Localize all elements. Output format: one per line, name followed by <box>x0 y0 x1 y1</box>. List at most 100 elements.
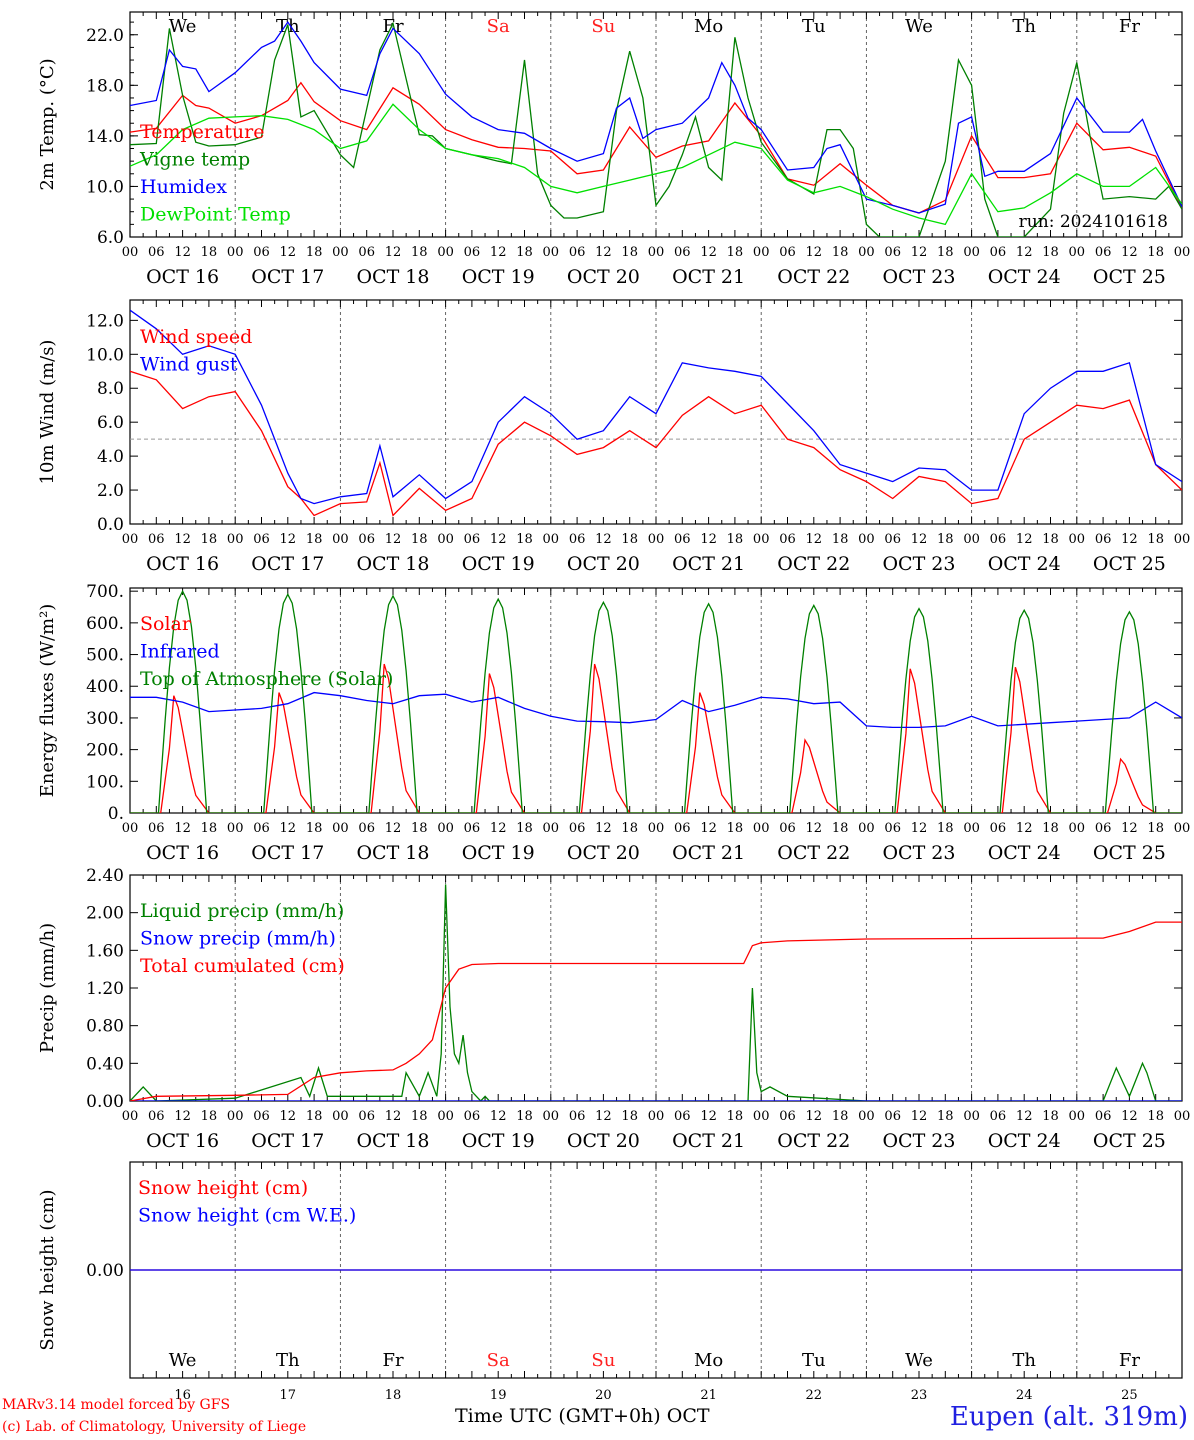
hour-label: 06 <box>148 1109 165 1124</box>
hour-label: 12 <box>700 1109 717 1124</box>
date-label: OCT 21 <box>672 1130 745 1152</box>
hour-label: 12 <box>174 1109 191 1124</box>
series-group <box>130 20 1182 237</box>
day-number-label: 20 <box>595 1388 612 1403</box>
y-tick-label: 0.00 <box>86 1092 124 1112</box>
hour-label: 06 <box>1095 1109 1112 1124</box>
hour-label: 00 <box>122 532 139 547</box>
hour-label: 18 <box>516 532 533 547</box>
date-label: OCT 22 <box>777 266 850 288</box>
hour-label: 18 <box>411 532 428 547</box>
hour-label: 00 <box>437 532 454 547</box>
date-label: OCT 20 <box>567 842 640 864</box>
date-label: OCT 25 <box>1093 1130 1166 1152</box>
weekday-label: Fr <box>1119 1350 1140 1371</box>
day-number-label: 23 <box>911 1388 928 1403</box>
date-label: OCT 22 <box>777 842 850 864</box>
date-label: OCT 20 <box>567 1130 640 1152</box>
hour-label: 06 <box>569 245 586 260</box>
hour-label: 00 <box>543 532 560 547</box>
date-label: OCT 21 <box>672 553 745 575</box>
weekday-label: Mo <box>694 16 723 37</box>
y-tick-label: 2.00 <box>86 904 124 924</box>
date-label: OCT 20 <box>567 266 640 288</box>
hour-label: 00 <box>227 245 244 260</box>
weekday-label: Su <box>591 16 615 37</box>
hour-label: 12 <box>490 821 507 836</box>
date-label: OCT 23 <box>882 266 955 288</box>
y-tick-label: 10.0 <box>86 345 124 365</box>
y-tick-label: 18.0 <box>86 76 124 96</box>
date-label: OCT 16 <box>146 266 219 288</box>
hour-label: 12 <box>595 245 612 260</box>
date-label: OCT 24 <box>988 1130 1061 1152</box>
hour-label: 18 <box>1147 245 1164 260</box>
y-axis-label: 2m Temp. (°C) <box>37 58 58 190</box>
hour-label: 00 <box>753 245 770 260</box>
date-label: OCT 25 <box>1093 553 1166 575</box>
hour-label: 00 <box>753 532 770 547</box>
hour-label: 18 <box>727 532 744 547</box>
hour-label: 18 <box>937 821 954 836</box>
hour-label: 06 <box>1095 245 1112 260</box>
hour-label: 12 <box>280 821 297 836</box>
y-tick-label: 300. <box>86 709 124 729</box>
day-number-label: 22 <box>806 1388 823 1403</box>
hour-label: 00 <box>1069 821 1086 836</box>
hour-label: 00 <box>1069 1109 1086 1124</box>
hour-label: 00 <box>1069 245 1086 260</box>
hour-label: 06 <box>464 245 481 260</box>
date-label: OCT 17 <box>251 842 324 864</box>
hour-label: 18 <box>832 245 849 260</box>
weekday-label: Fr <box>382 1350 403 1371</box>
run-label: run: 2024101618 <box>1019 212 1168 232</box>
legend-entry: Vigne temp <box>139 149 250 171</box>
hour-label: 06 <box>253 821 270 836</box>
hour-label: 06 <box>253 245 270 260</box>
weekday-label: Sa <box>487 16 510 37</box>
hour-label: 18 <box>411 821 428 836</box>
hour-label: 06 <box>990 245 1007 260</box>
hour-label: 12 <box>280 1109 297 1124</box>
panel-2: 0.0 2.0 4.0 6.0 8.0 10.0 12.0 10m Wind (m/s) 00 0… <box>37 299 1190 575</box>
weekday-label: Tu <box>802 16 826 37</box>
hour-label: 12 <box>806 821 823 836</box>
time-axis-title: Time UTC (GMT+0h) OCT <box>455 1405 710 1427</box>
y-tick-label: 0.40 <box>86 1054 124 1074</box>
lab-credit: (c) Lab. of Climatology, University of L… <box>2 1419 307 1435</box>
legend-entry: Wind speed <box>140 326 252 348</box>
series-line-total-cumulated-cm- <box>130 921 1182 1101</box>
hour-label: 00 <box>543 1109 560 1124</box>
hour-label: 00 <box>1174 245 1191 260</box>
date-label: OCT 22 <box>777 553 850 575</box>
y-tick-label: 8.0 <box>97 379 124 399</box>
hour-label: 18 <box>1147 821 1164 836</box>
hour-label: 12 <box>174 532 191 547</box>
model-credit: MARv3.14 model forced by GFS <box>2 1397 231 1413</box>
hour-label: 00 <box>227 1109 244 1124</box>
hour-label: 06 <box>569 532 586 547</box>
hour-label: 06 <box>884 1109 901 1124</box>
legend-entry: Infrared <box>140 641 220 663</box>
y-axis-label: Precip (mm/h) <box>37 923 58 1053</box>
hour-label: 06 <box>464 821 481 836</box>
weekday-label: Mo <box>694 1350 723 1371</box>
hour-label: 12 <box>911 1109 928 1124</box>
legend-entry: Snow height (cm W.E.) <box>138 1205 356 1227</box>
hour-label: 06 <box>884 245 901 260</box>
hour-label: 00 <box>963 1109 980 1124</box>
hour-label: 00 <box>1174 1109 1191 1124</box>
date-label: OCT 17 <box>251 1130 324 1152</box>
hour-label: 12 <box>911 245 928 260</box>
hour-label: 18 <box>306 245 323 260</box>
hour-label: 12 <box>806 245 823 260</box>
hour-label: 00 <box>122 821 139 836</box>
hour-label: 12 <box>911 821 928 836</box>
date-label: OCT 19 <box>462 842 535 864</box>
hour-label: 18 <box>1042 821 1059 836</box>
y-tick-label: 22.0 <box>86 26 124 46</box>
hour-label: 06 <box>674 1109 691 1124</box>
hour-label: 12 <box>595 1109 612 1124</box>
weekday-label: We <box>169 16 197 37</box>
legend-entry: DewPoint Temp <box>140 204 291 226</box>
